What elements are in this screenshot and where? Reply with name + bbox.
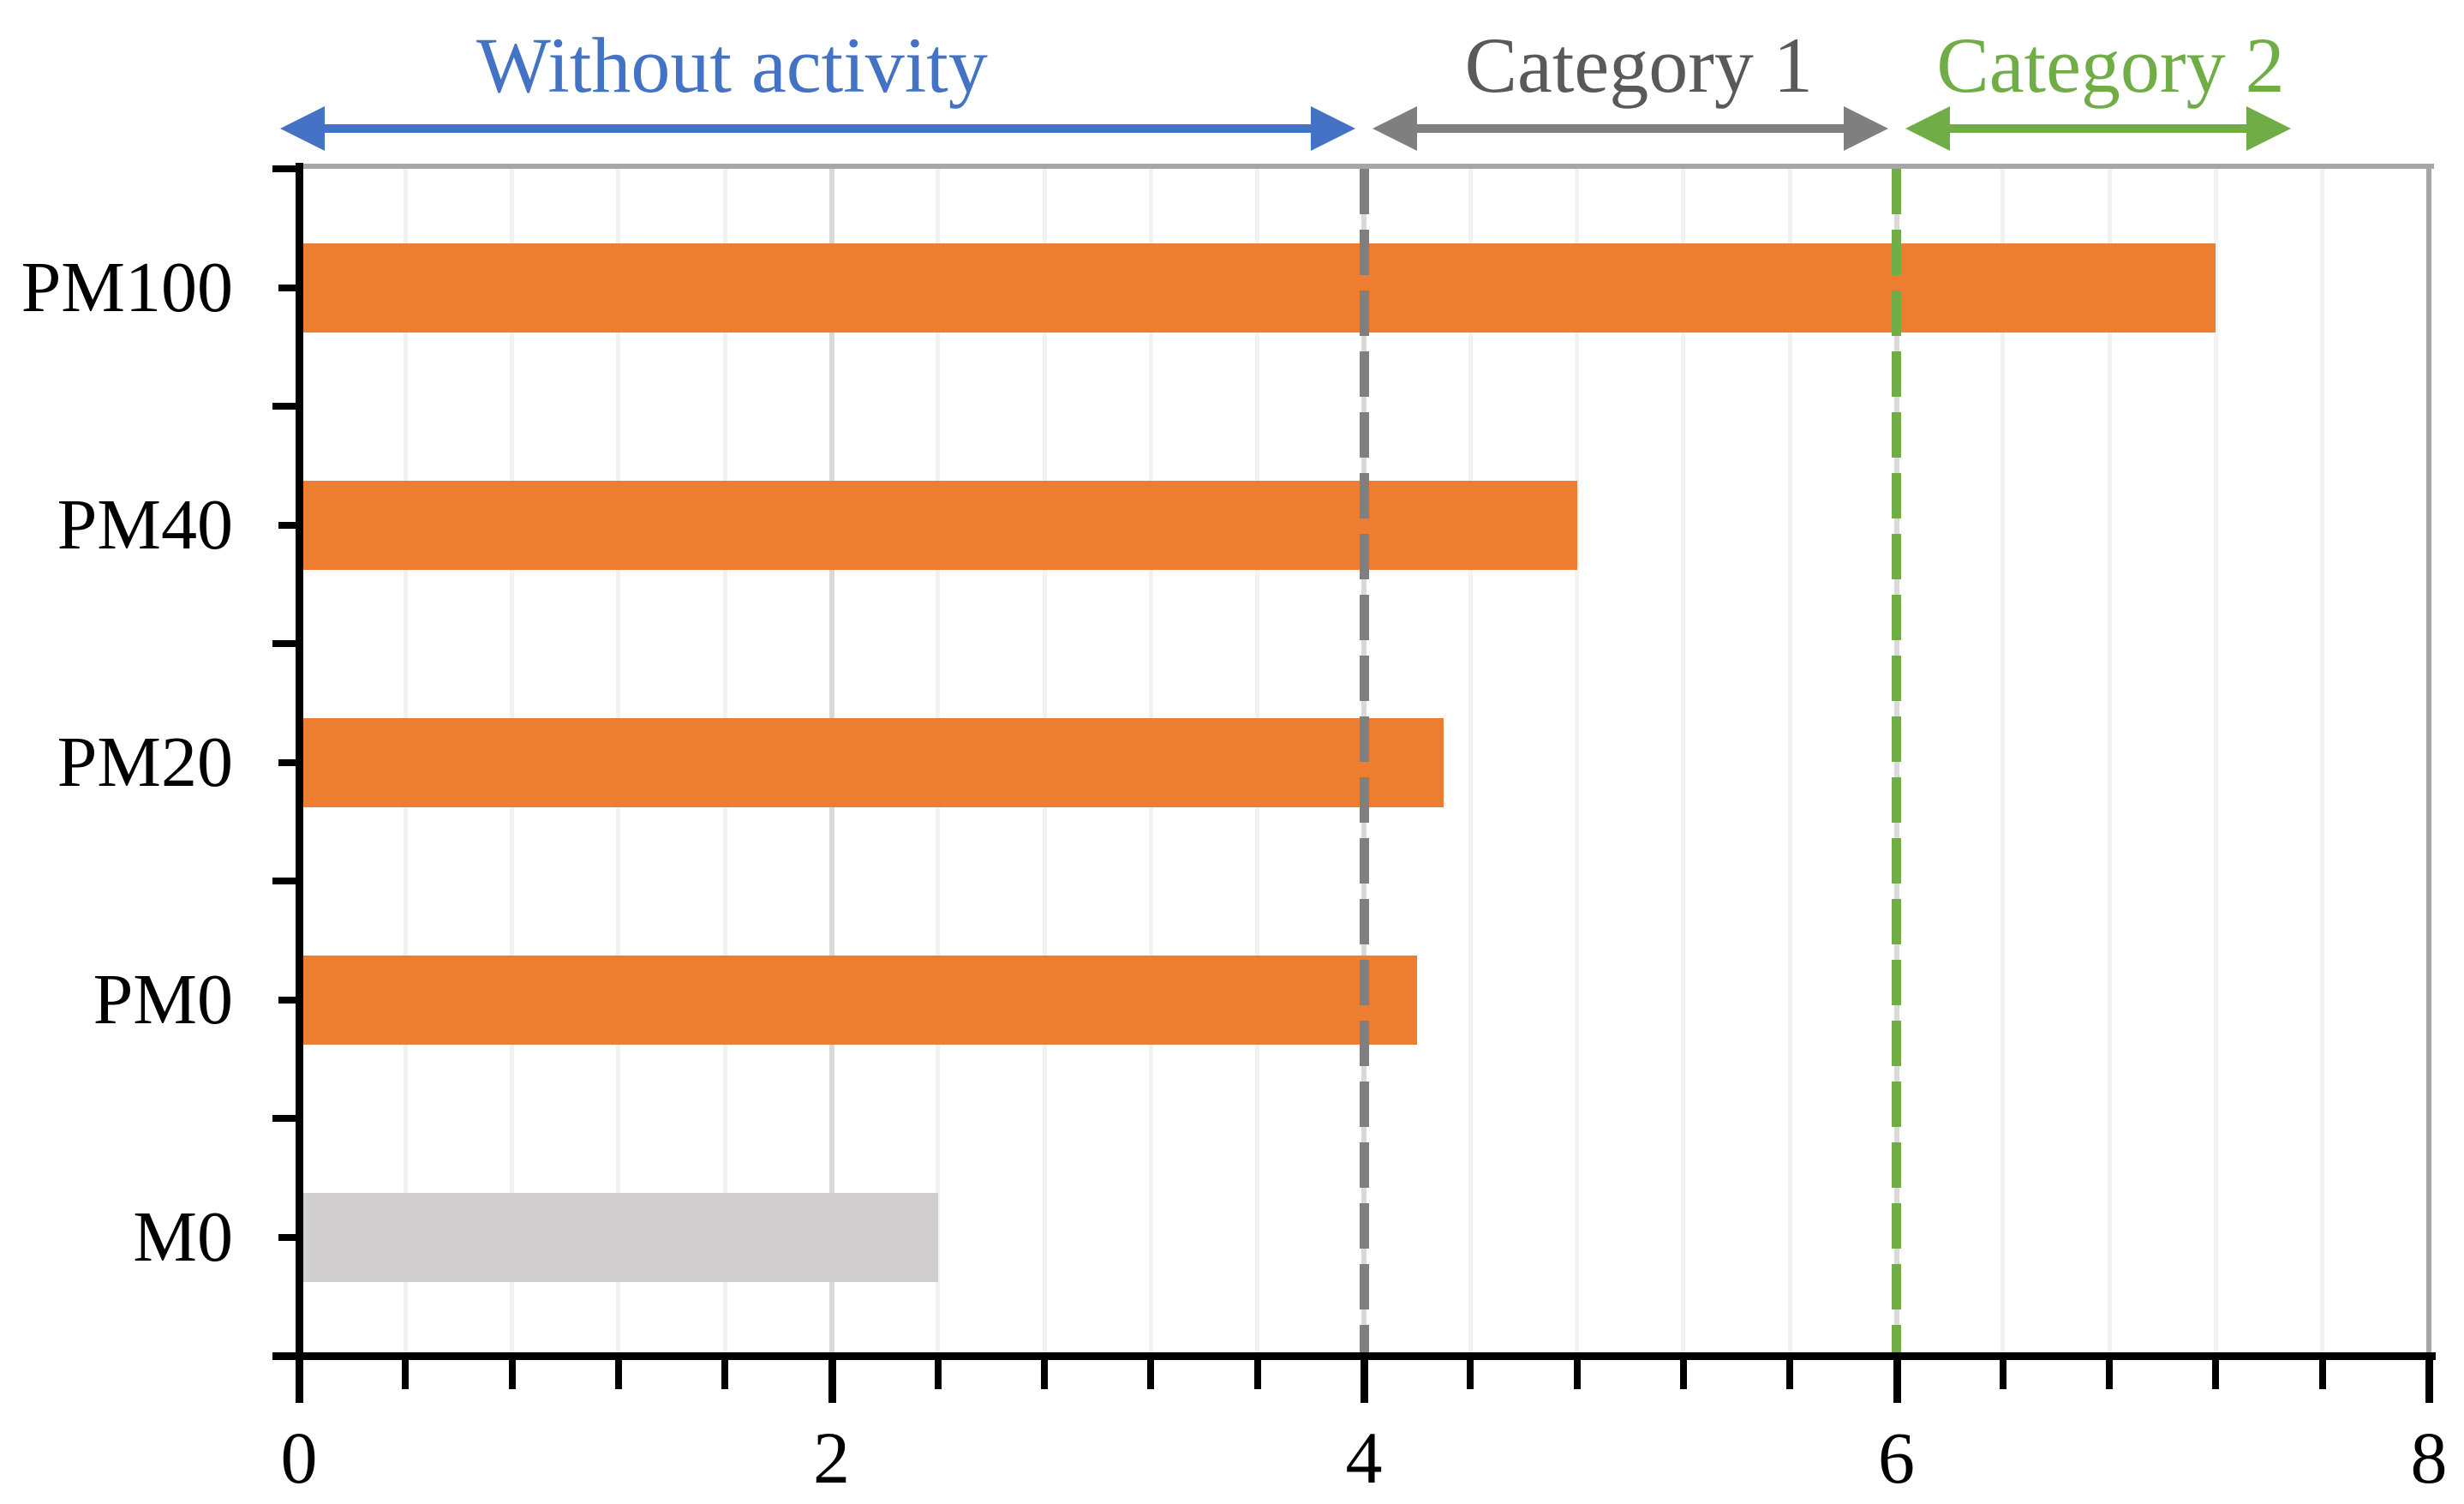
gridline-minor (1681, 169, 1686, 1356)
y-tick-center (278, 996, 296, 1004)
x-tick-minor (1999, 1359, 2006, 1389)
gridline-minor (1468, 169, 1473, 1356)
x-tick-minor (1786, 1359, 1794, 1389)
x-tick-minor (721, 1359, 729, 1389)
double-arrow-glyph (1373, 106, 1888, 151)
y-tick-center (278, 521, 296, 529)
plot-border-right (2426, 164, 2431, 1356)
x-tick-label-4: 4 (1345, 1417, 1383, 1499)
gridline-minor (2001, 169, 2006, 1356)
x-tick-label-0: 0 (280, 1417, 318, 1499)
x-tick-minor (1253, 1359, 1261, 1389)
x-tick-major (1893, 1359, 1901, 1403)
x-tick-major (296, 1359, 303, 1403)
x-tick-minor (2106, 1359, 2114, 1389)
bar-m0 (302, 1192, 938, 1282)
annotation-label-category-1: Category 1 (1464, 21, 1813, 109)
double-arrow-without-activity-icon (280, 106, 1355, 151)
x-tick-minor (508, 1359, 516, 1389)
x-tick-minor (1467, 1359, 1474, 1389)
y-tick-center (278, 1233, 296, 1241)
y-axis-line (295, 163, 303, 1384)
y-axis-label-pm0: PM0 (93, 959, 233, 1040)
gridline-minor (1787, 169, 1792, 1356)
gridline-minor (1575, 169, 1580, 1356)
y-tick-boundary (272, 1352, 296, 1359)
y-tick-center (278, 284, 296, 291)
double-arrow-glyph (280, 106, 1355, 151)
x-axis-line (272, 1351, 2436, 1360)
x-tick-minor (1147, 1359, 1155, 1389)
x-tick-minor (614, 1359, 622, 1389)
x-tick-major (1361, 1359, 1368, 1403)
y-axis-label-pm40: PM40 (57, 484, 233, 565)
y-axis-label-m0: M0 (133, 1196, 233, 1277)
x-tick-minor (1041, 1359, 1049, 1389)
bar-pm0 (302, 955, 1418, 1045)
double-arrow-category-2-icon (1905, 106, 2291, 151)
gridline-minor (2213, 169, 2218, 1356)
annotation-label-category-2: Category 2 (1936, 21, 2285, 109)
x-tick-minor (402, 1359, 410, 1389)
double-arrow-category-1-icon (1373, 106, 1888, 151)
x-tick-minor (2212, 1359, 2220, 1389)
y-tick-boundary (272, 403, 296, 410)
x-tick-minor (2318, 1359, 2326, 1389)
annotation-label-without-activity: Without activity (476, 21, 988, 109)
y-axis-label-pm20: PM20 (57, 722, 233, 802)
x-tick-minor (1573, 1359, 1581, 1389)
gridline-minor (2107, 169, 2112, 1356)
y-tick-boundary (272, 878, 296, 884)
y-axis-label-pm100: PM100 (21, 247, 233, 327)
x-tick-major (828, 1359, 836, 1403)
y-tick-boundary (272, 640, 296, 647)
y-tick-center (278, 758, 296, 766)
x-tick-label-8: 8 (2410, 1417, 2448, 1499)
x-tick-minor (1679, 1359, 1687, 1389)
plot-border-top (299, 164, 2434, 169)
x-tick-major (2425, 1359, 2433, 1403)
reference-line-x4 (1359, 169, 1369, 1356)
y-tick-boundary (272, 1115, 296, 1122)
x-tick-label-2: 2 (813, 1417, 850, 1499)
gridline-minor (2320, 169, 2325, 1356)
x-tick-label-6: 6 (1878, 1417, 1915, 1499)
x-tick-minor (934, 1359, 942, 1389)
reference-line-x6 (1892, 169, 1901, 1356)
y-tick-boundary (272, 165, 296, 172)
double-arrow-glyph (1905, 106, 2291, 151)
bar-pm20 (302, 717, 1444, 807)
